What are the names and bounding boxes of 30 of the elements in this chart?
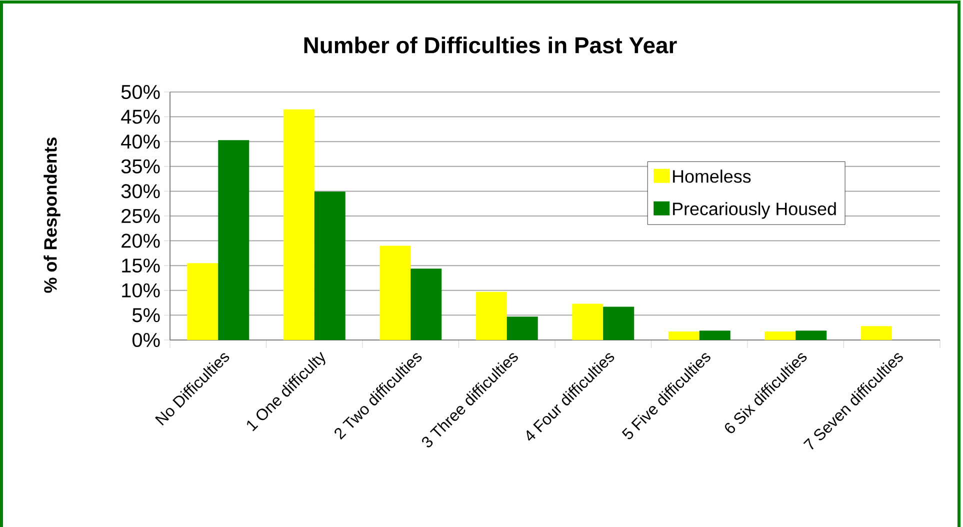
bar	[314, 192, 346, 340]
bar	[796, 330, 827, 340]
y-tick-label: 40%	[121, 134, 160, 149]
legend-label: Homeless	[673, 170, 751, 183]
bar	[699, 330, 730, 340]
bar	[218, 140, 250, 340]
y-tick-label: 30%	[121, 184, 160, 198]
y-tick-label: 0%	[132, 332, 160, 348]
bar	[668, 332, 700, 340]
y-tick-label: 15%	[122, 258, 160, 273]
y-axis-title: % of Respondents	[44, 138, 60, 293]
bar	[764, 332, 796, 340]
bar	[410, 268, 442, 340]
y-tick-label: 45%	[121, 110, 160, 124]
bar	[187, 263, 218, 340]
chart-title: Number of Difficulties in Past Year	[304, 36, 677, 54]
y-tick-label: 20%	[122, 234, 160, 248]
y-tick-label: 10%	[122, 283, 160, 298]
bar	[860, 326, 892, 340]
y-tick-label: 25%	[122, 208, 160, 224]
y-tick-label: 5%	[132, 308, 160, 322]
bar	[572, 304, 604, 340]
bar	[476, 292, 507, 340]
bar	[283, 109, 314, 340]
bar	[506, 316, 538, 340]
bar	[603, 306, 634, 340]
y-tick-label: 50%	[121, 84, 160, 100]
legend-label: Precariously Housed	[673, 202, 836, 219]
bar	[380, 246, 411, 340]
y-tick-label: 35%	[121, 159, 160, 174]
